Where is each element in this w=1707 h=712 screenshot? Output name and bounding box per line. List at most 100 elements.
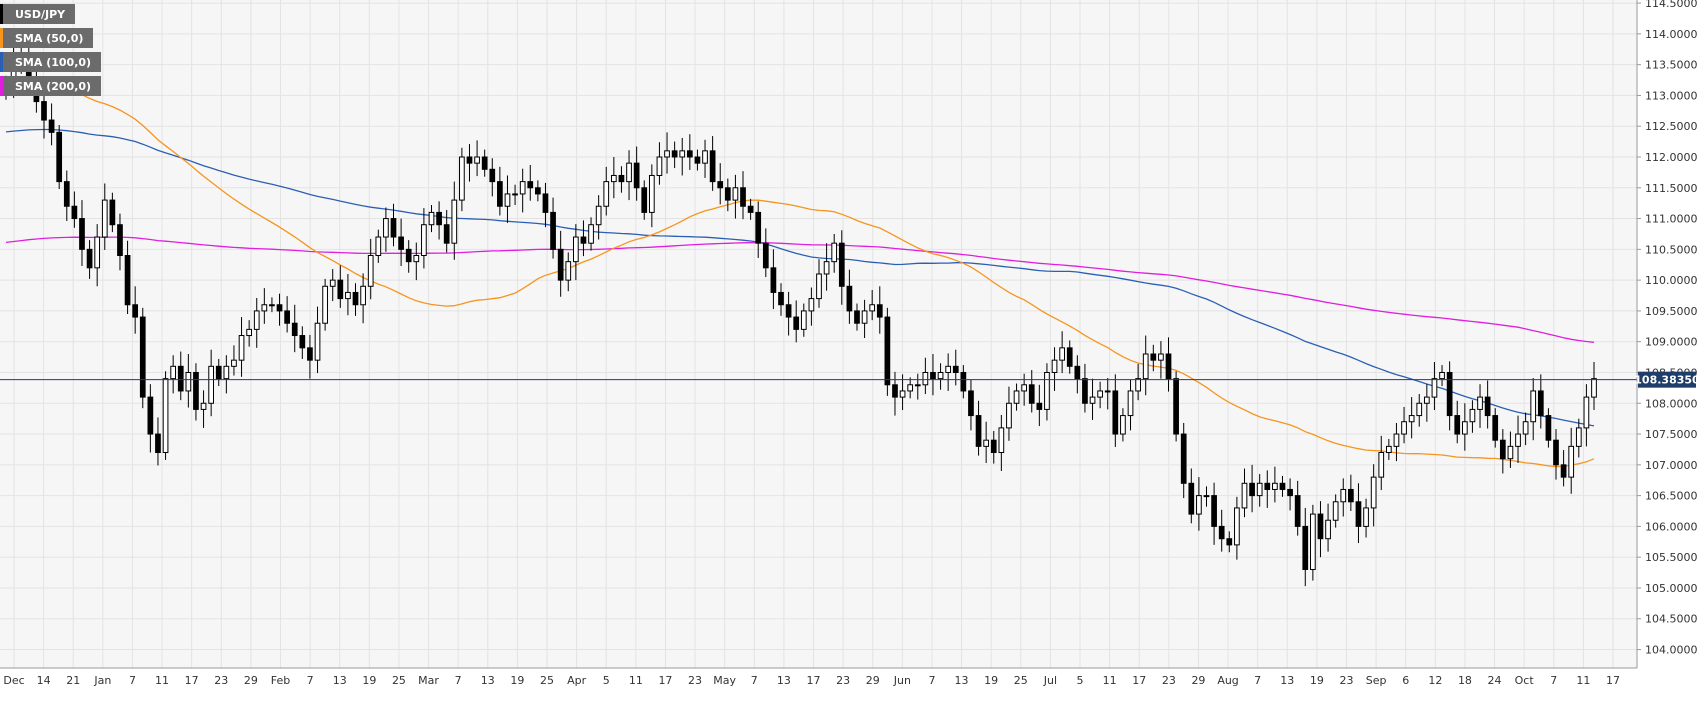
candle <box>1477 384 1483 428</box>
candle-body <box>641 187 648 213</box>
candle-body <box>557 248 564 281</box>
candle <box>276 293 283 326</box>
candle-body <box>854 310 860 324</box>
x-tick-label: 11 <box>1576 674 1590 687</box>
candle-body <box>86 248 93 269</box>
candle <box>800 303 807 337</box>
candle <box>1142 335 1149 396</box>
candle <box>86 240 93 279</box>
candle <box>876 286 883 334</box>
candle-body <box>975 415 982 447</box>
candle-body <box>367 255 374 287</box>
candle-body <box>1439 371 1445 380</box>
candle-body <box>1294 495 1301 527</box>
y-tick-label: 110.5000 <box>1645 243 1698 256</box>
candle-body <box>337 279 344 300</box>
candle-body <box>1211 495 1217 527</box>
candle <box>1294 480 1301 536</box>
x-tick-label: 5 <box>1077 674 1084 687</box>
candle <box>686 134 693 170</box>
candle-body <box>656 156 663 176</box>
candle-body <box>1036 402 1043 410</box>
candle-body <box>443 224 450 244</box>
candle <box>94 224 101 287</box>
candle-body <box>603 181 610 207</box>
candle-body <box>724 187 731 201</box>
candle-body <box>451 199 458 244</box>
candle-body <box>770 267 777 293</box>
candle <box>899 374 906 411</box>
candle <box>694 149 701 171</box>
candle <box>793 300 800 343</box>
candle <box>215 358 222 387</box>
legend-item-sma50[interactable]: SMA (50,0) <box>0 28 94 48</box>
candle-body <box>876 304 883 318</box>
candle <box>709 136 716 191</box>
candle <box>155 417 161 466</box>
candle-body <box>101 199 108 238</box>
candle-body <box>1165 353 1172 380</box>
candle-body <box>1423 396 1430 404</box>
candle-body <box>527 181 534 189</box>
sma-200-series <box>5 236 1595 343</box>
candle <box>1583 384 1590 447</box>
candle <box>390 203 397 247</box>
candle <box>1203 486 1210 507</box>
candle <box>1104 378 1111 410</box>
candle <box>367 238 374 300</box>
candle-body <box>284 310 290 324</box>
x-tick-label: 13 <box>481 674 495 687</box>
candle-body <box>1180 433 1187 484</box>
candle <box>375 229 382 263</box>
candle <box>892 371 898 416</box>
candle <box>1484 380 1491 429</box>
candle <box>914 373 921 400</box>
candle <box>724 178 731 212</box>
candle-body <box>162 378 169 454</box>
x-tick-label: 21 <box>66 674 80 687</box>
candle-body <box>1378 452 1385 478</box>
candle-body <box>785 304 792 318</box>
candle <box>162 371 169 460</box>
candle <box>983 421 990 463</box>
y-tick-label: 111.0000 <box>1645 213 1698 226</box>
candle <box>109 192 116 233</box>
candle-body <box>671 150 678 158</box>
x-tick-label: 24 <box>1488 674 1502 687</box>
candle-body <box>1188 482 1195 515</box>
candle <box>869 289 876 321</box>
candle-body <box>892 384 898 398</box>
candle <box>679 137 686 176</box>
candle <box>193 363 199 421</box>
candle <box>1575 418 1582 458</box>
candle <box>307 334 313 379</box>
y-tick-label: 112.0000 <box>1645 151 1698 164</box>
candle-body <box>1241 482 1248 509</box>
candle-body <box>1089 396 1096 404</box>
legend-item-sma200[interactable]: SMA (200,0) <box>0 76 102 96</box>
y-tick-label: 109.5000 <box>1645 305 1698 318</box>
candle <box>1461 403 1468 451</box>
candle <box>557 230 564 297</box>
candle <box>1507 431 1514 468</box>
candle <box>580 220 587 257</box>
candle <box>922 357 929 395</box>
candle <box>1591 362 1597 411</box>
candle-body <box>413 255 420 263</box>
x-tick-label: 17 <box>807 674 821 687</box>
y-tick-label: 105.5000 <box>1645 551 1698 564</box>
y-tick-label: 114.5000 <box>1645 0 1698 10</box>
legend-item-sma100[interactable]: SMA (100,0) <box>0 52 102 72</box>
candle-body <box>968 390 974 417</box>
candle <box>421 208 427 269</box>
x-tick-label: 23 <box>1162 674 1176 687</box>
candle <box>610 156 617 199</box>
candle <box>345 273 351 316</box>
candle-body <box>542 193 549 213</box>
candle <box>284 296 290 333</box>
candle <box>968 379 974 431</box>
candle <box>1439 365 1445 387</box>
legend-item-usdjpy[interactable]: USD/JPY <box>0 4 76 24</box>
y-tick-label: 108.0000 <box>1645 397 1698 410</box>
candle <box>261 288 268 324</box>
